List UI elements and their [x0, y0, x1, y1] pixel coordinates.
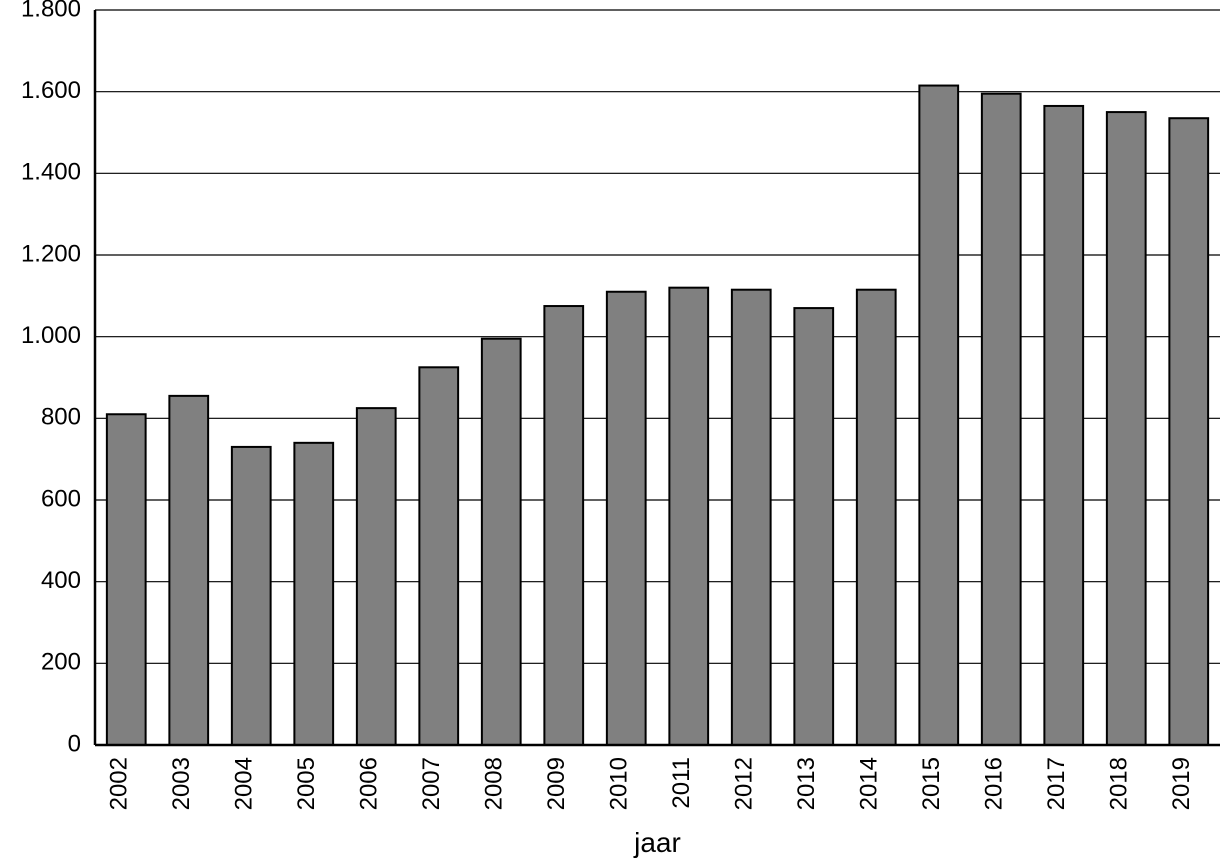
- bar: [107, 414, 146, 745]
- bar: [169, 396, 208, 745]
- bar: [982, 94, 1021, 745]
- bar: [607, 292, 646, 745]
- x-tick-label: 2009: [543, 757, 570, 810]
- bar: [1107, 112, 1146, 745]
- bar: [232, 447, 271, 745]
- y-tick-label: 1.400: [21, 159, 81, 186]
- y-tick-label: 400: [41, 567, 81, 594]
- x-tick-label: 2005: [293, 757, 320, 810]
- x-tick-label: 2003: [168, 757, 195, 810]
- bar-chart: 0 200 400 600 800 1.000 1.200 1.400 1.600 1.800 20…: [0, 0, 1227, 864]
- x-tick-label: 2006: [355, 757, 382, 810]
- bar: [544, 306, 583, 745]
- bar: [357, 408, 396, 745]
- x-tick-label: 2012: [730, 757, 757, 810]
- bar: [294, 443, 333, 745]
- bar: [919, 86, 958, 745]
- y-tick-label: 0: [68, 730, 81, 757]
- bar: [669, 288, 708, 745]
- y-tick-label: 200: [41, 649, 81, 676]
- y-tick-label: 1.200: [21, 240, 81, 267]
- x-tick-label: 2014: [855, 757, 882, 810]
- x-tick-label: 2013: [793, 757, 820, 810]
- bar: [1169, 118, 1208, 745]
- bar: [419, 367, 458, 745]
- y-tick-label: 1.600: [21, 77, 81, 104]
- y-tick-label: 600: [41, 485, 81, 512]
- bar: [732, 290, 771, 745]
- x-tick-label: 2010: [605, 757, 632, 810]
- y-tick-label: 1.800: [21, 0, 81, 22]
- bar: [1044, 106, 1083, 745]
- y-tick-label: 800: [41, 404, 81, 431]
- x-axis-label: jaar: [95, 827, 1220, 859]
- x-tick-label: 2011: [668, 757, 695, 809]
- x-tick-label: 2008: [480, 757, 507, 810]
- bar: [482, 339, 521, 745]
- x-tick-label: 2015: [918, 757, 945, 810]
- x-tick-label: 2016: [980, 757, 1007, 810]
- x-tick-label: 2018: [1105, 757, 1132, 810]
- x-tick-label: 2019: [1168, 757, 1195, 810]
- x-tick-label: 2017: [1043, 757, 1070, 810]
- chart-svg: 0 200 400 600 800 1.000 1.200 1.400 1.600 1.800 20…: [0, 0, 1227, 864]
- bar: [857, 290, 896, 745]
- bar: [794, 308, 833, 745]
- y-tick-label: 1.000: [21, 322, 81, 349]
- x-tick-label: 2007: [418, 757, 445, 810]
- x-tick-label: 2002: [105, 757, 132, 810]
- x-tick-label: 2004: [230, 757, 257, 810]
